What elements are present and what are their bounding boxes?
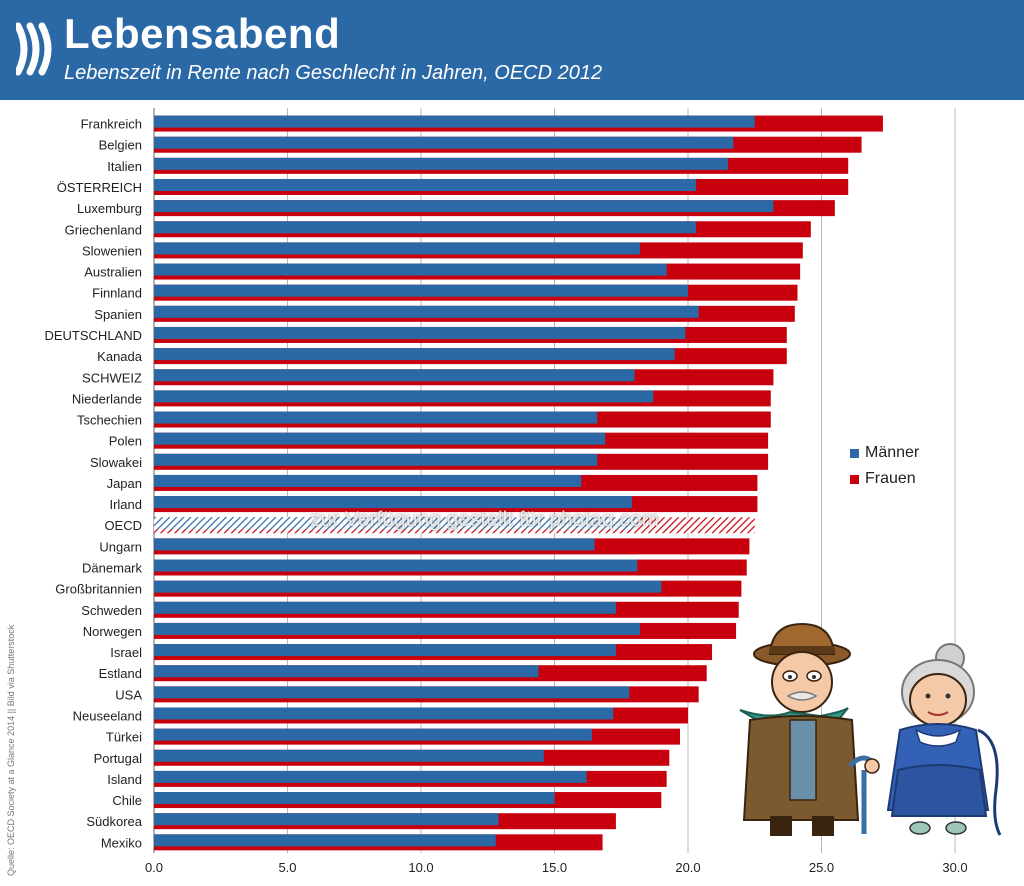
category-label: Ungarn (99, 539, 142, 554)
legend-item-frauen: Frauen (850, 466, 919, 492)
category-label: Schweden (81, 603, 142, 618)
category-label: Südkorea (86, 814, 142, 829)
category-labels: Frankreich Belgien Italien ÖSTERREICH Luxemb… (44, 117, 142, 851)
bar-maenner (154, 157, 729, 170)
category-label: Großbritannien (55, 582, 142, 597)
bar-maenner (154, 749, 544, 762)
x-tick-label: 25.0 (809, 860, 834, 875)
chart-title: Lebensabend (64, 10, 341, 57)
bar-maenner (154, 517, 638, 530)
bar-maenner (154, 770, 587, 783)
category-label: Slowakei (90, 455, 142, 470)
legend-label-frauen: Frauen (865, 470, 916, 487)
old-man-figure (739, 622, 880, 836)
legend-swatch-maenner (850, 448, 859, 458)
x-tick-label: 5.0 (278, 860, 296, 875)
header-banner: Lebensabend Lebenszeit in Rente nach Ges… (0, 0, 1024, 100)
bar-maenner (154, 686, 630, 699)
legend: Männer Frauen (850, 440, 919, 492)
oecd-logo-icon (16, 22, 52, 76)
bar-maenner (154, 411, 598, 424)
category-label: USA (115, 687, 142, 702)
x-tick-label: 10.0 (408, 860, 433, 875)
category-label: Estland (99, 666, 142, 681)
bar-maenner (154, 474, 582, 487)
category-label: Polen (109, 434, 142, 449)
category-label: Dänemark (82, 561, 142, 576)
x-tick-label: 20.0 (675, 860, 700, 875)
bar-maenner (154, 221, 697, 234)
bar-maenner (154, 665, 539, 678)
bar-maenner (154, 242, 640, 255)
bar-maenner (154, 728, 592, 741)
bar-maenner (154, 538, 595, 551)
bar-maenner (154, 369, 635, 382)
category-label: Portugal (94, 751, 143, 766)
legend-label-maenner: Männer (865, 444, 920, 461)
bar-maenner (154, 601, 616, 614)
category-label: Tschechien (77, 413, 142, 428)
category-label: Japan (107, 476, 142, 491)
bar-maenner (154, 305, 699, 318)
bar-maenner (154, 136, 734, 149)
bar-maenner (154, 622, 640, 635)
x-tick-label: 0.0 (145, 860, 163, 875)
bar-maenner (154, 432, 606, 445)
elderly-couple-illustration (739, 622, 1002, 836)
bar-maenner (154, 580, 662, 593)
category-label: Chile (112, 793, 142, 808)
bar-maenner (154, 813, 499, 826)
category-label: Australien (84, 265, 142, 280)
bar-maenner (154, 115, 755, 128)
bar-maenner (154, 559, 638, 572)
category-label: Israel (110, 645, 142, 660)
bar-maenner (154, 326, 686, 339)
bar-chart: Frankreich Belgien Italien ÖSTERREICH Luxemb… (44, 108, 968, 875)
category-label: Mexiko (101, 835, 142, 850)
bar-maenner (154, 644, 616, 657)
bar-maenner (154, 200, 774, 213)
category-label: Island (107, 772, 142, 787)
bar-maenner (154, 453, 598, 466)
category-label: Luxemburg (77, 201, 142, 216)
category-label: Belgien (99, 138, 142, 153)
category-label: DEUTSCHLAND (44, 328, 142, 343)
category-label: Griechenland (65, 222, 142, 237)
bar-maenner (154, 263, 667, 276)
category-label: Niederlande (72, 391, 142, 406)
legend-swatch-frauen (850, 474, 859, 484)
category-label: Irland (109, 497, 142, 512)
bar-maenner (154, 834, 496, 847)
bar-maenner (154, 707, 614, 720)
bar-maenner (154, 178, 697, 191)
bar-maenner (154, 390, 654, 403)
bars (154, 115, 883, 851)
category-label: Neuseeland (73, 708, 142, 723)
bar-maenner (154, 496, 632, 509)
category-label: Slowenien (82, 243, 142, 258)
category-label: Finnland (92, 286, 142, 301)
bar-maenner (154, 792, 555, 805)
category-label: Norwegen (83, 624, 142, 639)
chart-subtitle: Lebenszeit in Rente nach Geschlecht in J… (64, 62, 603, 84)
category-label: Frankreich (81, 117, 142, 132)
category-label: SCHWEIZ (82, 370, 142, 385)
category-label: Italien (107, 159, 142, 174)
category-label: Kanada (97, 349, 143, 364)
legend-item-maenner: Männer (850, 440, 919, 466)
category-label: Spanien (94, 307, 142, 322)
x-axis-ticks: 0.0 5.0 10.0 15.0 20.0 25.0 30.0 (145, 860, 968, 875)
category-label: OECD (104, 518, 142, 533)
watermark: zur Verfügung gestellt für photaq.com (310, 508, 660, 531)
old-woman-figure (886, 643, 1002, 836)
bar-maenner (154, 284, 688, 297)
category-label: ÖSTERREICH (57, 180, 142, 195)
x-tick-label: 30.0 (942, 860, 967, 875)
source-note: Quelle: OECD Society at a Glance 2014 ||… (6, 624, 16, 876)
category-label: Türkei (106, 730, 142, 745)
x-tick-label: 15.0 (542, 860, 567, 875)
bar-maenner (154, 348, 675, 361)
